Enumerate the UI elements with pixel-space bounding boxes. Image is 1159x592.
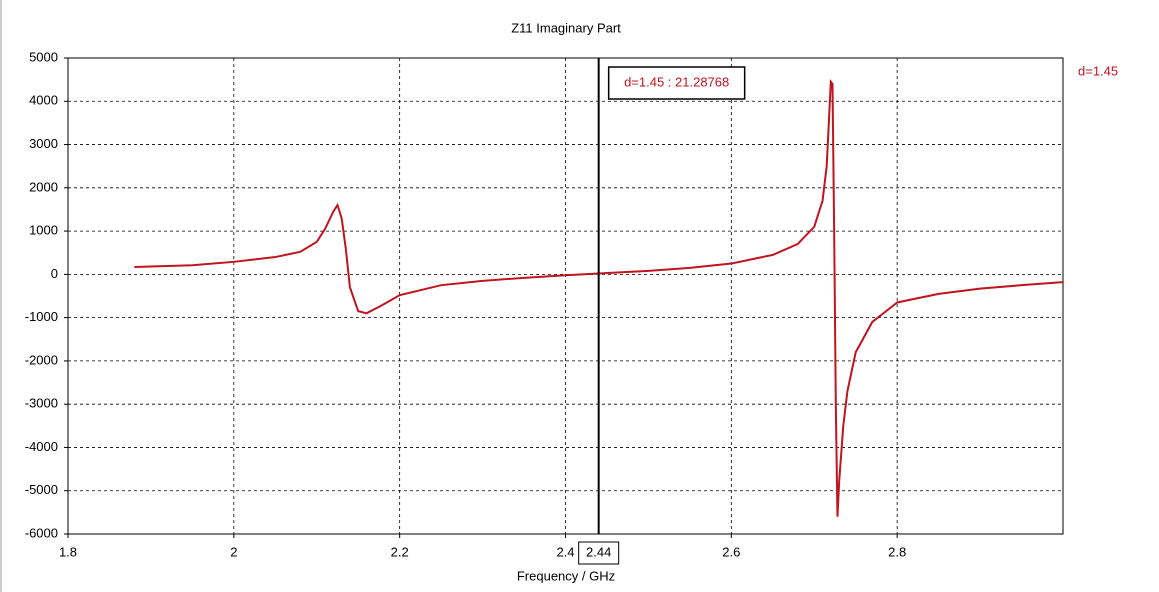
y-tick-label: -4000 [25, 439, 58, 454]
x-tick-label: 1.8 [59, 544, 77, 559]
x-tick-label: 2 [230, 544, 237, 559]
annotation: d=1.45 : 21.28768 [624, 74, 729, 89]
y-tick-label: 2000 [29, 179, 58, 194]
series-line [134, 79, 1064, 517]
x-tick-label: 2.6 [722, 544, 740, 559]
marker-box [578, 541, 620, 565]
legend-entry: d=1.45 [1078, 63, 1118, 78]
chart-title: Z11 Imaginary Part [511, 20, 621, 35]
annotation-box [607, 66, 746, 100]
y-tick-label: 5000 [29, 49, 58, 64]
y-tick-label: -3000 [25, 396, 58, 411]
y-tick-label: -2000 [25, 352, 58, 367]
y-tick-label: 1000 [29, 223, 58, 238]
y-tick-label: -5000 [25, 482, 58, 497]
y-tick-label: 0 [51, 266, 58, 281]
plot-frame [67, 57, 1064, 535]
x-tick-label: 2.2 [391, 544, 409, 559]
y-tick-label: 4000 [29, 93, 58, 108]
x-tick-label: 2.8 [888, 544, 906, 559]
x-axis-label: Frequency / GHz [517, 568, 615, 583]
x-tick-label: 2.4 [556, 544, 574, 559]
marker-x-label: 2.44 [586, 544, 611, 559]
y-tick-label: -1000 [25, 309, 58, 324]
y-tick-label: -6000 [25, 525, 58, 540]
y-tick-label: 3000 [29, 136, 58, 151]
